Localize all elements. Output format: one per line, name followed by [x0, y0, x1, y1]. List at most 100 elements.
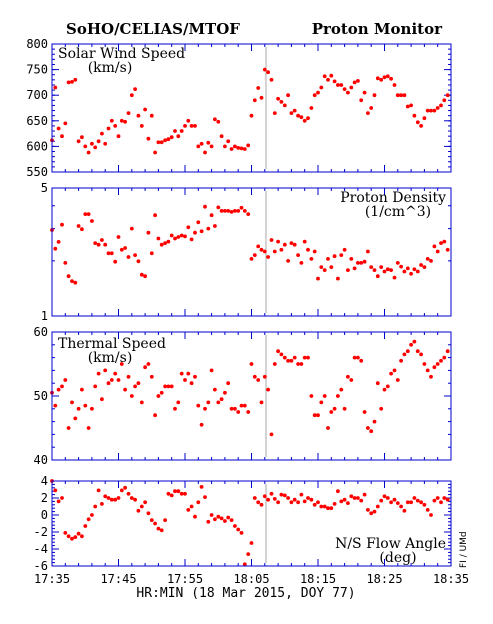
data-point — [362, 492, 367, 497]
data-point — [63, 531, 68, 535]
y-tick-label: 0 — [41, 508, 48, 522]
data-point — [133, 497, 138, 502]
data-point — [136, 259, 141, 264]
data-point — [123, 387, 127, 392]
data-point — [425, 368, 430, 373]
data-point — [173, 129, 177, 133]
data-point — [332, 406, 337, 411]
data-point — [76, 531, 81, 536]
data-point — [70, 80, 74, 84]
data-point — [199, 485, 204, 489]
x-tick-label: 17:45 — [100, 572, 136, 586]
data-point — [439, 500, 443, 505]
data-point — [329, 265, 334, 269]
data-point — [366, 508, 370, 512]
data-point — [336, 276, 340, 281]
data-point — [173, 236, 177, 241]
data-point — [266, 497, 270, 502]
data-point — [375, 274, 380, 279]
data-point — [369, 106, 374, 110]
data-point — [395, 261, 400, 265]
data-point — [226, 381, 231, 386]
data-point — [90, 219, 94, 223]
data-point — [262, 249, 267, 254]
data-point — [332, 79, 337, 84]
data-point — [356, 496, 360, 500]
data-point — [349, 257, 354, 261]
data-point — [409, 342, 413, 347]
data-point — [379, 498, 384, 503]
data-point — [362, 410, 367, 414]
data-point — [183, 234, 187, 239]
data-point — [309, 497, 314, 502]
data-point — [93, 241, 98, 246]
data-point — [359, 498, 364, 503]
data-point — [196, 220, 201, 225]
data-point — [116, 235, 121, 239]
data-point — [66, 426, 71, 430]
y-tick-label: -4 — [34, 542, 48, 556]
data-point — [302, 239, 307, 244]
data-point — [342, 87, 347, 91]
data-point — [166, 491, 171, 496]
data-point — [432, 498, 437, 503]
data-point — [342, 247, 347, 252]
data-point — [236, 146, 241, 150]
data-point — [359, 358, 364, 363]
data-point — [60, 496, 64, 500]
data-point — [56, 499, 61, 504]
data-point — [226, 515, 231, 520]
data-point — [316, 276, 320, 281]
data-point — [66, 80, 71, 85]
data-point — [339, 253, 344, 257]
y-tick-label: 50 — [34, 389, 48, 403]
data-point — [219, 134, 224, 139]
x-axis-title: HR:MIN (18 Mar 2015, DOY 77) — [136, 586, 355, 601]
data-point — [153, 521, 158, 526]
data-point — [209, 513, 214, 517]
y-tick-label: 700 — [26, 88, 48, 102]
data-point — [66, 274, 71, 279]
data-point — [139, 504, 144, 509]
data-point — [189, 504, 194, 509]
data-point — [372, 419, 377, 424]
data-point — [179, 371, 184, 376]
data-point — [346, 268, 350, 272]
data-point — [176, 134, 181, 139]
data-point — [366, 426, 370, 430]
data-point — [133, 87, 138, 91]
data-point — [133, 253, 138, 257]
data-point — [209, 213, 214, 218]
data-point — [399, 264, 403, 269]
data-point — [163, 384, 168, 389]
data-point — [80, 135, 84, 140]
data-point — [126, 491, 131, 496]
data-point — [136, 508, 141, 513]
data-point — [372, 93, 377, 98]
data-point — [209, 368, 214, 373]
data-point — [395, 93, 400, 98]
data-point — [70, 400, 74, 405]
data-point — [203, 406, 207, 411]
data-point — [392, 275, 397, 280]
data-point — [359, 261, 364, 265]
data-point — [113, 259, 118, 264]
data-point — [53, 488, 58, 493]
data-point — [206, 519, 211, 524]
data-point — [409, 271, 413, 276]
data-point — [83, 524, 88, 528]
data-point — [103, 494, 108, 499]
data-point — [93, 145, 98, 150]
data-point — [169, 384, 174, 389]
data-point — [153, 213, 158, 218]
data-point — [262, 67, 267, 72]
panel-1: 550 600 650 700 750 800 Solar Wind Speed(km/s) — [26, 37, 452, 179]
data-point — [60, 134, 64, 139]
data-point — [442, 239, 447, 244]
data-point — [269, 491, 274, 496]
data-point — [93, 384, 98, 389]
data-point — [312, 249, 317, 254]
data-point — [432, 244, 437, 249]
data-point — [106, 251, 111, 256]
data-point — [100, 502, 104, 506]
